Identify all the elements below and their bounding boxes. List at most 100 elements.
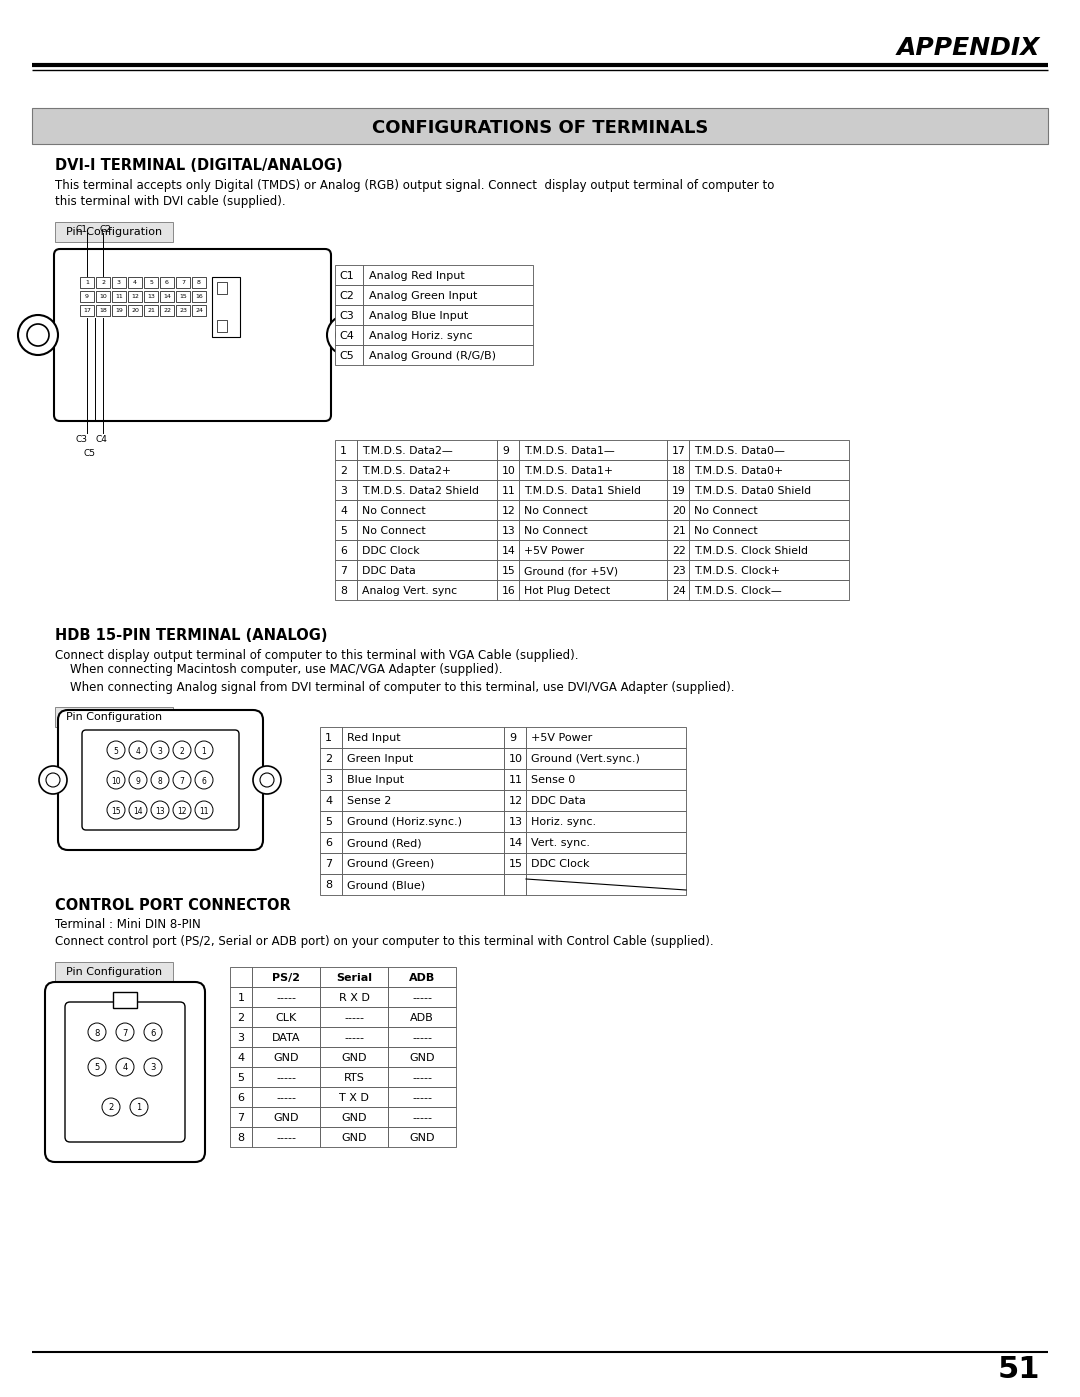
Bar (667, 440, 689, 460)
Text: 4: 4 (238, 1053, 244, 1063)
Text: When connecting Macintosh computer, use MAC/VGA Adapter (supplied).: When connecting Macintosh computer, use … (55, 664, 502, 676)
Bar (320, 967, 388, 988)
Bar (320, 875, 342, 895)
Text: C5: C5 (339, 351, 354, 360)
Text: GND: GND (409, 1133, 435, 1143)
Bar (388, 1106, 456, 1127)
Text: GND: GND (341, 1053, 367, 1063)
Bar (363, 265, 534, 285)
Bar (230, 1106, 252, 1127)
Bar (160, 305, 174, 316)
Bar (320, 833, 342, 854)
Bar (335, 326, 363, 345)
Text: 3: 3 (158, 746, 162, 756)
Bar (667, 541, 689, 560)
FancyBboxPatch shape (58, 710, 264, 849)
Text: 8: 8 (158, 777, 162, 785)
Text: 2: 2 (340, 467, 347, 476)
Text: T.M.D.S. Clock+: T.M.D.S. Clock+ (694, 566, 780, 576)
Circle shape (260, 773, 274, 787)
Text: When connecting Analog signal from DVI terminal of computer to this terminal, us: When connecting Analog signal from DVI t… (55, 680, 734, 693)
Bar (96, 305, 110, 316)
Text: T.M.D.S. Data0—: T.M.D.S. Data0— (694, 446, 785, 455)
Circle shape (39, 766, 67, 793)
Text: 1: 1 (325, 733, 332, 743)
Circle shape (253, 766, 281, 793)
Text: 21: 21 (147, 309, 154, 313)
Text: 2: 2 (102, 281, 105, 285)
Text: 3: 3 (150, 1063, 156, 1073)
Bar (252, 1127, 320, 1147)
Circle shape (18, 314, 58, 355)
Bar (357, 580, 497, 599)
Text: 6: 6 (325, 838, 332, 848)
Text: RTS: RTS (343, 1073, 364, 1083)
Text: 13: 13 (147, 295, 154, 299)
Bar (80, 291, 94, 302)
Bar (689, 580, 849, 599)
Text: 7: 7 (238, 1113, 244, 1123)
Circle shape (151, 771, 168, 789)
FancyBboxPatch shape (45, 982, 205, 1162)
Bar (144, 277, 158, 288)
Bar (335, 285, 363, 305)
Bar (497, 500, 519, 520)
Bar (504, 726, 526, 747)
Bar (335, 481, 357, 500)
Text: 12: 12 (502, 506, 516, 515)
Bar (192, 305, 206, 316)
Text: GND: GND (341, 1113, 367, 1123)
Bar (212, 277, 240, 337)
Bar (55, 222, 173, 242)
Text: 8: 8 (340, 585, 347, 597)
Bar (335, 500, 357, 520)
Bar (357, 440, 497, 460)
Text: 18: 18 (99, 309, 107, 313)
Bar (689, 481, 849, 500)
Bar (526, 768, 686, 789)
Bar (252, 1087, 320, 1106)
Bar (526, 726, 686, 747)
Bar (689, 460, 849, 481)
Text: GND: GND (341, 1133, 367, 1143)
Text: HDB 15-PIN TERMINAL (ANALOG): HDB 15-PIN TERMINAL (ANALOG) (55, 627, 327, 643)
Text: ADB: ADB (409, 972, 435, 983)
Bar (335, 541, 357, 560)
Bar (388, 1067, 456, 1087)
Text: Analog Green Input: Analog Green Input (369, 291, 477, 300)
Text: Connect control port (PS/2, Serial or ADB port) on your computer to this termina: Connect control port (PS/2, Serial or AD… (55, 935, 714, 947)
Bar (342, 854, 504, 875)
Bar (497, 440, 519, 460)
Text: Horiz. sync.: Horiz. sync. (531, 817, 596, 827)
Text: Ground (Horiz.sync.): Ground (Horiz.sync.) (347, 817, 462, 827)
Bar (335, 305, 363, 326)
Circle shape (195, 800, 213, 819)
Bar (519, 481, 667, 500)
Bar (230, 1046, 252, 1067)
Text: 21: 21 (672, 527, 686, 536)
Text: -----: ----- (411, 1092, 432, 1104)
Bar (497, 481, 519, 500)
Text: T.M.D.S. Clock Shield: T.M.D.S. Clock Shield (694, 546, 808, 556)
Text: Ground (for +5V): Ground (for +5V) (524, 566, 618, 576)
Text: 23: 23 (179, 309, 187, 313)
Text: ADB: ADB (410, 1013, 434, 1023)
Text: 11: 11 (199, 806, 208, 816)
FancyBboxPatch shape (65, 1002, 185, 1141)
Circle shape (173, 800, 191, 819)
Bar (689, 560, 849, 580)
Bar (342, 833, 504, 854)
Bar (129, 291, 141, 302)
Text: 5: 5 (325, 817, 332, 827)
Bar (342, 875, 504, 895)
Text: 10: 10 (502, 467, 516, 476)
Bar (497, 580, 519, 599)
Bar (526, 875, 686, 895)
Circle shape (87, 1058, 106, 1076)
Text: 15: 15 (509, 859, 523, 869)
Bar (519, 520, 667, 541)
Text: 22: 22 (163, 309, 171, 313)
Text: -----: ----- (345, 1032, 364, 1044)
Bar (230, 988, 252, 1007)
Bar (96, 277, 110, 288)
